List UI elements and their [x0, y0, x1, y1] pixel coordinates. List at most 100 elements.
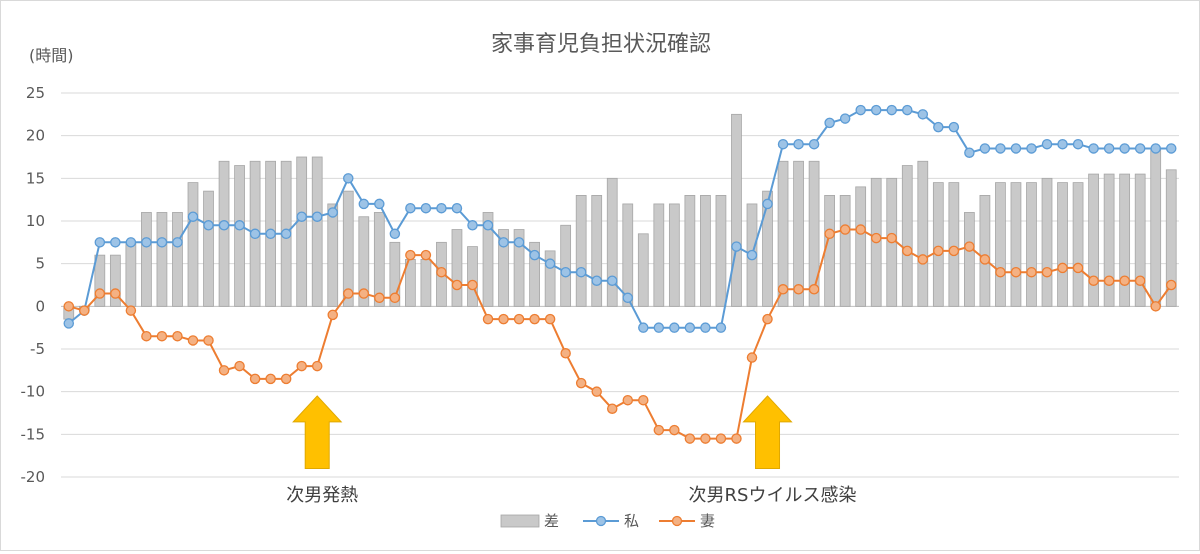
bar [109, 254, 121, 307]
gridlines [61, 92, 1179, 478]
data-point [746, 352, 758, 363]
bar [653, 203, 665, 307]
y-tick-label: -10 [21, 383, 46, 401]
data-point [218, 365, 230, 376]
data-point [405, 249, 416, 261]
bar [684, 194, 696, 307]
bar [1026, 182, 1037, 307]
data-point [1150, 301, 1161, 312]
data-point [964, 241, 975, 252]
data-point [389, 292, 401, 304]
bar [808, 160, 820, 307]
data-point [94, 237, 106, 248]
data-point [606, 403, 618, 414]
data-point [622, 292, 634, 304]
data-point [762, 313, 773, 325]
data-point [777, 138, 789, 150]
y-tick-label: 5 [35, 255, 45, 273]
bar [1072, 182, 1084, 307]
data-point [684, 433, 696, 444]
bar [544, 250, 556, 307]
data-point [933, 121, 944, 133]
data-point [436, 266, 447, 278]
data-point [436, 202, 447, 214]
legend-label: 妻 [700, 512, 715, 530]
y-axis-label: (時間) [29, 46, 74, 65]
bar [668, 203, 680, 307]
bar [824, 194, 835, 307]
bar [156, 212, 168, 307]
data-point [653, 322, 665, 333]
legend-swatch [500, 514, 540, 528]
data-point [498, 313, 509, 325]
bar [125, 241, 137, 307]
data-point [187, 211, 199, 222]
bar [606, 177, 618, 307]
data-point [296, 211, 307, 222]
data-point [529, 313, 540, 325]
data-point [513, 313, 525, 325]
data-point [684, 322, 696, 333]
bar [1134, 173, 1146, 307]
data-point [1119, 275, 1130, 286]
y-tick-label: -5 [30, 340, 45, 358]
data-point [374, 292, 385, 304]
data-point [777, 284, 789, 295]
up-arrow-icon [292, 395, 343, 469]
bar [1103, 173, 1115, 307]
data-point [591, 275, 602, 286]
data-point [622, 394, 634, 406]
bar [839, 194, 851, 307]
bar [793, 160, 804, 307]
data-point [420, 249, 432, 261]
data-point [343, 288, 354, 299]
y-tick-label: 15 [26, 169, 45, 187]
data-point [544, 313, 556, 325]
data-point [529, 249, 540, 261]
y-tick-label: 25 [26, 84, 45, 102]
data-point [762, 198, 773, 210]
bar [467, 246, 478, 307]
data-point [203, 335, 214, 346]
up-arrow-icon [742, 395, 793, 469]
data-point [638, 394, 649, 406]
bar [622, 203, 634, 307]
data-point [560, 348, 571, 359]
data-point [451, 279, 463, 291]
data-point [870, 104, 882, 116]
data-point [948, 121, 960, 133]
bar [855, 186, 867, 307]
bar [420, 258, 432, 307]
data-point [886, 232, 897, 244]
data-point [420, 202, 432, 214]
data-point [793, 284, 804, 295]
data-point [1010, 143, 1022, 154]
data-point [358, 288, 370, 299]
data-point [1103, 143, 1115, 154]
bar [1119, 173, 1131, 307]
data-point [187, 335, 199, 346]
data-point [358, 198, 370, 210]
bar [1165, 169, 1177, 307]
annotation-label: 次男RSウイルス感染 [689, 485, 857, 506]
bar [932, 182, 944, 307]
data-point [482, 220, 494, 231]
bar [917, 160, 929, 307]
data-point [731, 433, 742, 444]
data-point [343, 173, 354, 184]
bar [1041, 177, 1053, 307]
annotation-label: 次男発熱 [286, 485, 358, 506]
data-point [1088, 143, 1099, 154]
bar [94, 254, 106, 307]
data-point [482, 313, 494, 325]
data-point [1010, 266, 1022, 278]
data-point [1041, 138, 1053, 150]
bar [1010, 182, 1022, 307]
bar [762, 190, 773, 307]
data-point [544, 258, 556, 269]
data-point [249, 373, 261, 385]
data-point [1057, 262, 1068, 274]
y-tick-label: 20 [26, 127, 45, 145]
data-point [63, 301, 75, 312]
